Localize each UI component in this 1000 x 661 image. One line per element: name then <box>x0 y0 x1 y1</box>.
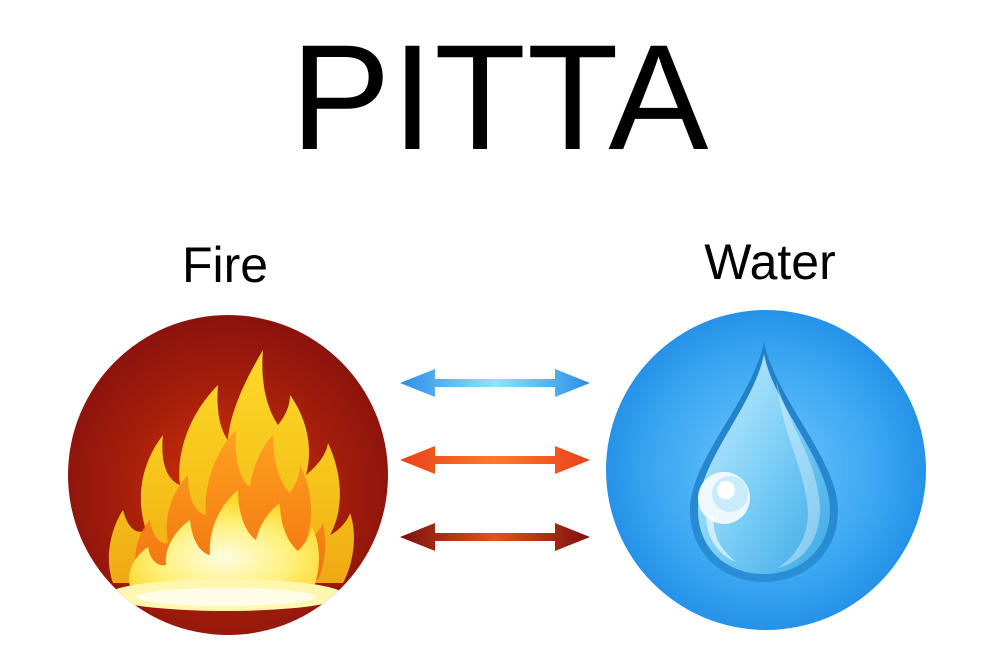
orange-arrow <box>400 446 590 474</box>
darkred-arrow <box>400 523 590 551</box>
arrows-group <box>395 355 605 565</box>
fire-label: Fire <box>181 237 269 293</box>
water-circle <box>606 310 926 630</box>
water-drop-icon <box>690 342 838 582</box>
water-label: Water <box>704 234 836 290</box>
blue-arrow <box>400 369 590 397</box>
fire-circle <box>68 315 388 635</box>
page-title: PITTA <box>290 13 710 181</box>
flame-icon <box>108 350 354 611</box>
